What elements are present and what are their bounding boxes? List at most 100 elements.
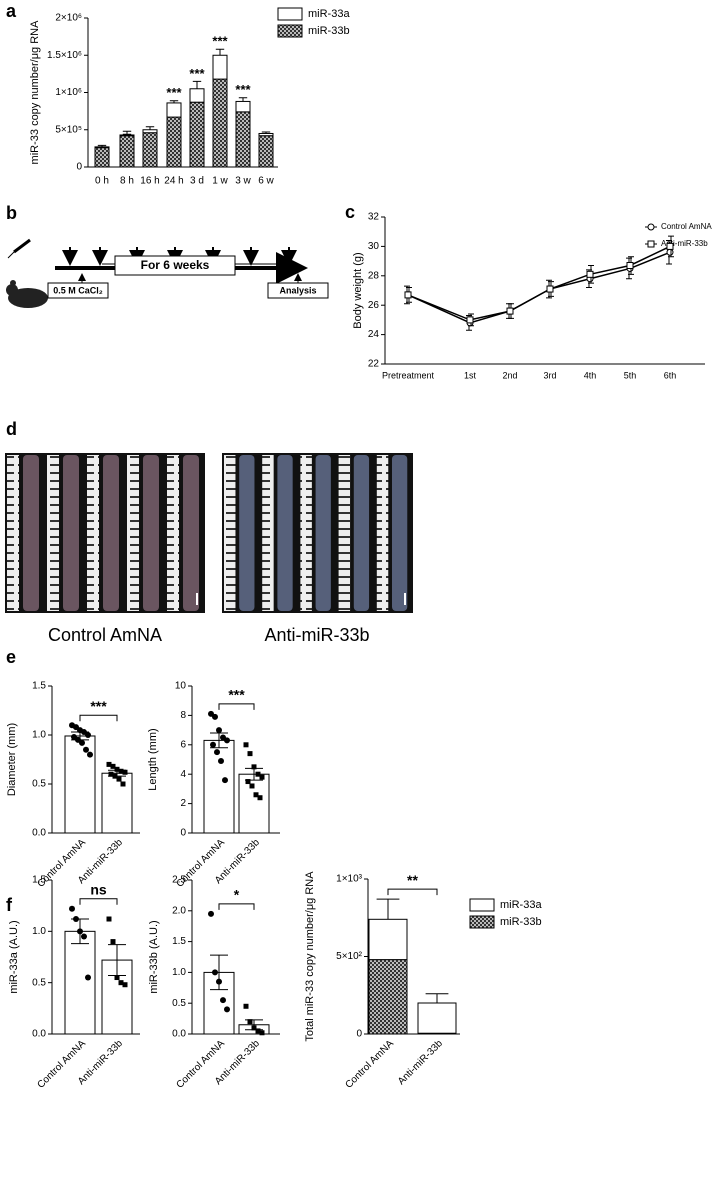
bar-segment [119,135,135,168]
bar-segment [368,918,408,961]
legend-label: Anti-miR-33b [661,239,708,248]
y-axis-label: Body weight (g) [352,252,364,328]
bar [101,772,133,834]
data-point [216,727,222,734]
x-tick-label: 6 w [258,176,274,187]
aorta [103,455,119,611]
x-tick-label: 24 h [164,176,183,187]
bar-segment [258,132,274,137]
ruler [224,455,236,611]
data-point [208,910,214,917]
aorta [183,455,199,611]
x-tick-label: Pretreatment [382,370,435,380]
aorta [239,455,255,611]
significance-bracket [79,898,118,905]
x-tick-label: 3 w [235,176,251,187]
bar-segment [368,959,408,1035]
data-point [77,928,83,935]
panel-label: d [6,419,17,439]
data-point [259,774,265,780]
data-point [212,713,218,720]
data-point [255,771,261,777]
legend-label: miR-33b [500,916,542,928]
x-tick-label: 1st [464,370,477,380]
x-tick-label: 3rd [543,370,556,380]
error-bar [261,131,271,134]
y-axis-label: Length (mm) [147,728,159,790]
data-point [253,792,259,798]
significance-label: *** [189,66,205,81]
x-tick-label: 2nd [502,370,517,380]
data-point [251,1025,257,1031]
x-tick-label: 16 h [140,176,159,187]
marker [666,242,674,250]
mouse-icon [6,238,48,308]
significance-label: ns [90,881,107,897]
y-axis-label: Total miR-33 copy number/μg RNA [304,871,316,1042]
legend-swatch [277,7,303,21]
data-point [120,781,126,787]
y-tick-label: 1.0 [32,926,46,937]
panel-label: a [6,1,17,21]
x-tick-label: 0 h [95,176,109,187]
y-tick-label: 0.5 [172,998,186,1009]
legend-swatch [469,898,495,912]
data-point [85,974,91,981]
error-bar [192,80,202,89]
y-tick-label: 2.5 [172,875,186,886]
error-bar [97,144,107,147]
y-tick-label: 0 [76,162,82,173]
data-point [220,997,226,1004]
y-tick-label: 30 [368,241,380,252]
legend-label: miR-33a [308,8,350,20]
y-tick-label: 28 [368,270,380,281]
bar-segment [189,101,205,168]
significance-label: *** [235,82,251,97]
bar-segment [166,102,182,118]
y-tick-label: 0.0 [32,1029,46,1040]
photos [5,453,413,613]
data-point [122,769,128,775]
error-bar [238,97,248,102]
ruler [167,455,179,611]
start-box [47,282,109,299]
data-point [106,761,112,767]
marker [404,291,412,299]
ruler [127,455,139,611]
significance-bracket [218,903,255,910]
y-tick-label: 0.0 [32,828,46,839]
x-tick-label: 5th [624,370,637,380]
bar [203,739,235,834]
bar-segment [94,146,110,149]
bar-segment [189,88,205,103]
marker [466,316,474,324]
data-point [83,746,89,753]
image-caption: Control AmNA [48,625,162,645]
y-tick-label: 6 [180,739,186,750]
duration-box [114,255,236,276]
ruler [300,455,312,611]
data-point [216,978,222,985]
error-bar [425,993,449,1003]
y-tick-label: 1×10⁶ [55,87,82,98]
data-point [243,742,249,748]
panel-label: e [6,647,16,667]
y-tick-label: 0.5 [32,977,46,988]
y-tick-label: 1.5×10⁶ [47,50,82,61]
y-tick-label: 1.5 [32,875,46,886]
data-point [114,975,120,981]
data-point [112,773,118,779]
legend-marker [647,240,655,248]
bar-segment [94,147,110,168]
bar-segment [235,100,251,113]
y-tick-label: 26 [368,300,380,311]
y-tick-label: 1.0 [32,730,46,741]
data-point [122,982,128,988]
significance-bracket [387,888,438,896]
data-point [118,980,124,986]
data-point [255,1028,261,1034]
data-point [247,1019,253,1025]
data-point [73,916,79,923]
y-tick-label: 2.0 [172,905,186,916]
